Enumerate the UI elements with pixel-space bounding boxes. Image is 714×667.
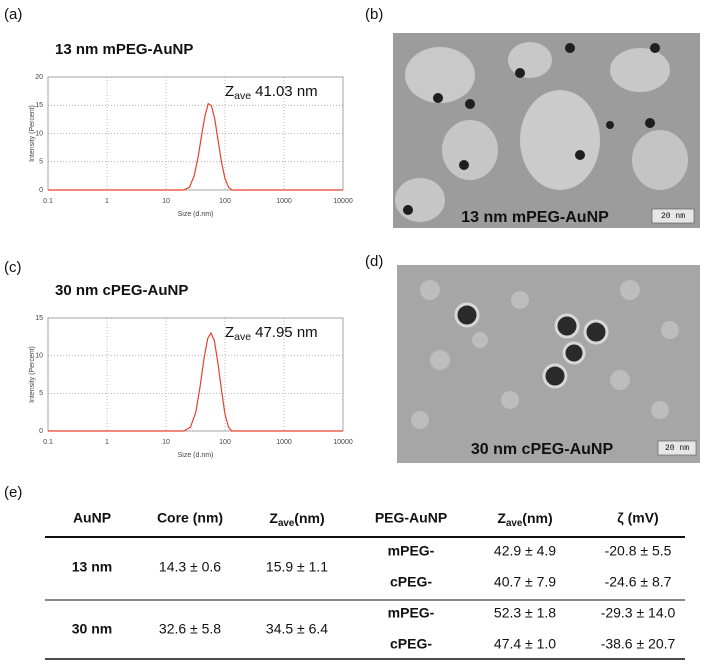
y-tick-label: 15 [35, 102, 43, 109]
tem-image [397, 265, 700, 463]
table-cell: 42.9 ± 4.9 [494, 543, 556, 559]
table-header: Zave(nm) [497, 510, 552, 529]
table-cell: -20.8 ± 5.5 [605, 543, 672, 559]
table-header: AuNP [73, 510, 111, 526]
annotation: Zave 41.03 nm [225, 83, 318, 102]
table-header: Core (nm) [157, 510, 223, 526]
symbol: Z [497, 510, 506, 526]
y-tick-label: 15 [35, 315, 43, 322]
panel-label: (c) [4, 259, 22, 276]
x-tick-label: 10 [162, 439, 170, 446]
x-tick-label: 10000 [333, 439, 353, 446]
subscript: ave [506, 518, 523, 529]
table-header: ζ (mV) [617, 510, 658, 526]
table-header: Zave(nm) [269, 510, 324, 529]
scale-bar: 20 nm [665, 444, 689, 453]
table-cell: -24.6 ± 8.7 [605, 574, 672, 590]
table-cell: -38.6 ± 20.7 [601, 636, 676, 652]
y-tick-label: 5 [39, 159, 43, 166]
x-tick-label: 1000 [276, 439, 292, 446]
image-caption: 13 nm mPEG-AuNP [461, 209, 609, 226]
y-tick-label: 20 [35, 74, 43, 81]
symbol: Z [225, 83, 234, 100]
table-cell: cPEG- [390, 574, 432, 590]
panel-label: (a) [4, 6, 22, 23]
annotation-text: 41.03 nm [255, 83, 318, 100]
table-header: PEG-AuNP [375, 510, 447, 526]
table-cell: 15.9 ± 1.1 [266, 559, 328, 575]
table-cell: mPEG- [388, 605, 435, 621]
y-tick-label: 10 [35, 353, 43, 360]
image-caption: 30 nm cPEG-AuNP [471, 441, 614, 458]
x-tick-label: 1 [105, 439, 109, 446]
symbol: Z [225, 324, 234, 341]
x-tick-label: 100 [219, 439, 231, 446]
table-cell: 52.3 ± 1.8 [494, 605, 556, 621]
y-tick-label: 10 [35, 130, 43, 137]
table-cell: mPEG- [388, 543, 435, 559]
chart-title: 13 nm mPEG-AuNP [55, 41, 193, 58]
tem-image [393, 33, 700, 228]
data-line [48, 102, 343, 191]
panel-label: (b) [365, 6, 383, 23]
y-tick-label: 0 [39, 187, 43, 194]
scale-bar: 20 nm [661, 212, 685, 221]
table-cell: 40.7 ± 7.9 [494, 574, 556, 590]
subscript: ave [278, 518, 295, 529]
table-cell: -29.3 ± 14.0 [601, 605, 676, 621]
annotation-text: 47.95 nm [255, 324, 318, 341]
unit: (nm) [522, 510, 552, 526]
x-tick-label: 100 [219, 198, 231, 205]
y-tick-label: 0 [39, 428, 43, 435]
x-axis-label: Size (d.nm) [178, 452, 214, 459]
chart-title: 30 nm cPEG-AuNP [55, 282, 188, 299]
x-tick-label: 10000 [333, 198, 353, 205]
table-cell: cPEG- [390, 636, 432, 652]
x-tick-label: 1000 [276, 198, 292, 205]
y-tick-label: 5 [39, 390, 43, 397]
x-tick-label: 10 [162, 198, 170, 205]
subscript: ave [234, 331, 251, 343]
y-axis-label: Intensity (Percent) [29, 346, 36, 403]
table-cell: 13 nm [72, 559, 112, 575]
x-axis-label: Size (d.nm) [178, 211, 214, 218]
table-cell: 47.4 ± 1.0 [494, 636, 556, 652]
symbol: Z [269, 510, 278, 526]
data-line [48, 331, 343, 432]
plot-frame [47, 76, 344, 191]
table-cell: 34.5 ± 6.4 [266, 621, 328, 637]
subscript: ave [234, 90, 251, 102]
panel-label: (e) [4, 484, 22, 501]
table-cell: 14.3 ± 0.6 [159, 559, 221, 575]
panel-label: (d) [365, 253, 383, 270]
x-tick-label: 0.1 [43, 198, 53, 205]
x-tick-label: 0.1 [43, 439, 53, 446]
annotation: Zave 47.95 nm [225, 324, 318, 343]
y-axis-label: Intensity (Percent) [29, 105, 36, 162]
table-cell: 30 nm [72, 621, 112, 637]
plot-frame [47, 317, 344, 432]
x-tick-label: 1 [105, 198, 109, 205]
table-cell: 32.6 ± 5.8 [159, 621, 221, 637]
unit: (nm) [294, 510, 324, 526]
